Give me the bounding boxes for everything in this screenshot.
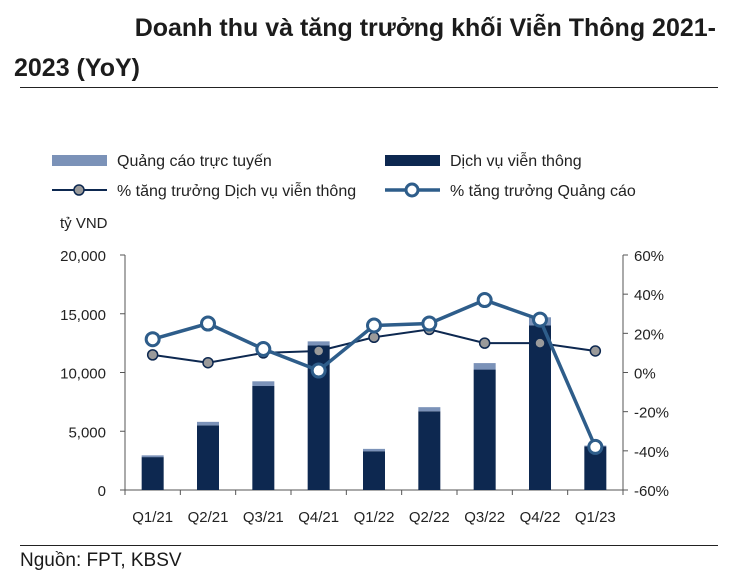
legend-label-dich-vu: Dịch vụ viễn thông <box>450 151 582 170</box>
bar-2-quang-cao <box>197 421 219 426</box>
bar-5-quang-cao <box>363 448 385 452</box>
legend-label-tang-truong-quang-cao: % tăng trưởng Quảng cáo <box>450 183 636 200</box>
point-quang-cao-5 <box>366 317 382 334</box>
y-tick-label: 5,000 <box>68 424 106 441</box>
x-tick-label: Q2/22 <box>409 509 450 526</box>
point-dich-vu-9 <box>589 345 602 357</box>
bar-5-dich-vu <box>363 451 385 490</box>
title-divider <box>20 87 718 88</box>
chart-title-line2: 2023 (YoY) <box>14 54 140 82</box>
x-tick-label: Q4/22 <box>520 509 561 526</box>
bar-7-dich-vu <box>473 369 496 490</box>
y2-tick-label: 40% <box>634 287 664 304</box>
x-tick-label: Q3/22 <box>464 509 505 526</box>
point-quang-cao-4 <box>310 362 327 379</box>
source-divider <box>20 545 718 546</box>
x-tick-label: Q1/23 <box>575 509 616 526</box>
bar-1-dich-vu <box>141 457 164 490</box>
bar-6-quang-cao <box>418 407 441 412</box>
point-quang-cao-2 <box>200 315 216 332</box>
bar-1-quang-cao <box>141 455 164 458</box>
point-dich-vu-1 <box>146 349 159 361</box>
bar-9-dich-vu <box>584 446 607 490</box>
point-dich-vu-5 <box>368 331 380 343</box>
bar-6-dich-vu <box>418 411 441 490</box>
y2-tick-label: -60% <box>634 483 669 500</box>
point-quang-cao-9 <box>587 438 604 455</box>
bar-3-quang-cao <box>252 381 275 387</box>
y2-tick-label: 0% <box>634 366 656 383</box>
bar-4-quang-cao <box>307 341 330 346</box>
legend-marker-tang-truong-quang-cao <box>404 182 420 198</box>
legend-swatch-quang-cao <box>52 155 107 166</box>
point-quang-cao-6 <box>421 315 438 332</box>
y2-tick-label: -20% <box>634 405 669 422</box>
source-note: Nguồn: FPT, KBSV <box>20 550 182 571</box>
legend-marker-tang-truong-dich-vu <box>73 184 85 196</box>
x-tick-label: Q2/21 <box>188 509 229 526</box>
y-unit-label: tỷ VND <box>60 215 108 232</box>
point-dich-vu-4 <box>312 345 325 357</box>
bar-8-dich-vu <box>529 325 551 490</box>
chart-title: Doanh thu và tăng trưởng khối Viễn Thông… <box>14 10 716 82</box>
x-tick-label: Q3/21 <box>243 509 284 526</box>
legend-label-tang-truong-dich-vu: % tăng trưởng Dịch vụ viễn thông <box>117 181 356 200</box>
point-quang-cao-3 <box>255 341 272 357</box>
legend-label-quang-cao: Quảng cáo trực tuyến <box>117 153 272 170</box>
x-tick-label: Q4/21 <box>298 509 339 526</box>
bar-4-dich-vu <box>307 345 330 490</box>
bar-7-quang-cao <box>473 363 496 370</box>
x-tick-label: Q1/22 <box>354 509 395 526</box>
point-quang-cao-7 <box>476 292 493 309</box>
x-tick-label: Q1/21 <box>132 509 173 526</box>
y-tick-label: 15,000 <box>60 307 106 324</box>
point-quang-cao-8 <box>532 311 548 328</box>
y-tick-label: 10,000 <box>60 366 106 383</box>
point-dich-vu-8 <box>534 337 546 349</box>
y2-tick-label: 20% <box>634 326 664 343</box>
point-dich-vu-2 <box>202 356 214 369</box>
y-tick-label: 0 <box>98 483 106 500</box>
y2-tick-label: -40% <box>634 444 669 461</box>
point-dich-vu-7 <box>478 337 491 349</box>
y2-tick-label: 60% <box>634 248 664 265</box>
chart-title-line1: Doanh thu và tăng trưởng khối Viễn Thông… <box>134 14 716 42</box>
bar-3-dich-vu <box>252 386 275 490</box>
y-tick-label: 20,000 <box>60 248 106 265</box>
legend-swatch-dich-vu <box>385 155 440 166</box>
point-quang-cao-1 <box>144 331 161 348</box>
bar-2-dich-vu <box>197 425 219 490</box>
